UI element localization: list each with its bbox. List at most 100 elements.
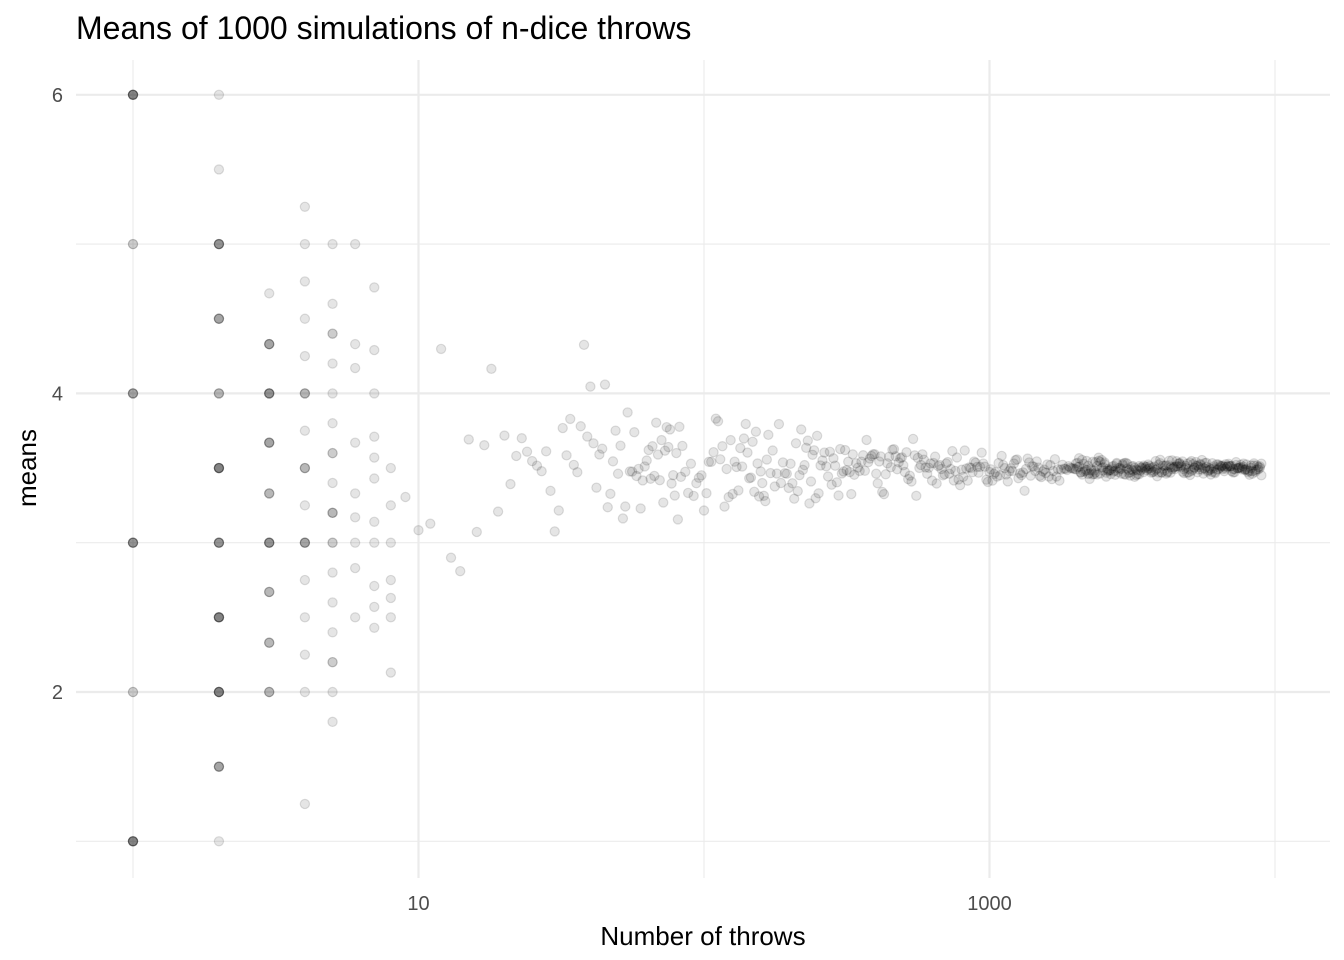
data-point [867, 449, 879, 460]
data-point [620, 501, 631, 512]
data-point [1171, 460, 1182, 472]
data-point [1217, 463, 1228, 475]
data-point [777, 457, 789, 468]
data-point [1057, 459, 1068, 470]
data-point [688, 490, 699, 502]
data-point [264, 437, 275, 448]
data-point [971, 461, 983, 473]
data-point [985, 464, 997, 475]
data-point [663, 441, 674, 453]
data-point [213, 388, 225, 399]
data-point [327, 656, 338, 668]
data-point [794, 469, 805, 481]
data-point [1242, 467, 1254, 478]
data-point [1113, 466, 1124, 478]
data-point [826, 479, 837, 490]
data-point [1045, 459, 1056, 471]
data-point [852, 462, 864, 473]
data-point [964, 462, 975, 473]
data-point [264, 637, 275, 648]
data-point [213, 238, 225, 250]
data-point [1096, 454, 1107, 466]
data-point [1017, 467, 1029, 478]
data-point [299, 462, 311, 474]
data-point [299, 537, 311, 548]
data-point [213, 462, 225, 474]
data-point [1162, 466, 1173, 477]
data-point [1220, 458, 1231, 470]
data-point [1232, 463, 1243, 474]
data-point [1242, 465, 1254, 476]
data-point [127, 89, 139, 101]
data-point [844, 466, 855, 478]
data-point [1123, 464, 1134, 476]
data-point [1217, 460, 1228, 471]
data-point [549, 526, 560, 537]
data-point [1198, 462, 1209, 474]
data-point [1177, 466, 1188, 477]
data-point [745, 472, 757, 483]
data-point [299, 649, 311, 660]
data-point [1105, 468, 1116, 480]
data-point [747, 436, 758, 447]
data-point [1148, 466, 1160, 477]
data-point [631, 470, 642, 482]
data-point [1166, 463, 1178, 475]
data-point [1123, 467, 1134, 479]
data-point [213, 313, 225, 324]
data-point [994, 470, 1006, 481]
data-point [1139, 463, 1151, 474]
data-point [213, 686, 225, 698]
data-point [951, 452, 963, 463]
data-point [1186, 455, 1197, 467]
data-point [445, 552, 457, 563]
chart-title: Means of 1000 simulations of n-dice thro… [76, 10, 691, 46]
data-point [1169, 463, 1181, 475]
data-point [1150, 464, 1161, 475]
data-point [961, 463, 972, 474]
data-point [849, 469, 860, 480]
data-point [1144, 460, 1155, 472]
data-point [1189, 462, 1200, 473]
data-point [760, 495, 771, 507]
data-point [1189, 462, 1200, 473]
data-point [1108, 460, 1119, 472]
data-point [213, 836, 225, 847]
data-point [982, 476, 994, 488]
data-point [327, 328, 338, 339]
data-point [988, 468, 1000, 480]
data-point [511, 450, 522, 462]
data-point [299, 388, 311, 399]
data-point [641, 455, 652, 466]
data-point [1227, 463, 1239, 475]
data-point [1064, 462, 1076, 473]
data-point [1163, 460, 1175, 471]
data-point [650, 417, 662, 428]
data-point [1223, 458, 1234, 469]
data-point [878, 488, 890, 500]
data-point [264, 637, 275, 648]
data-point [666, 478, 677, 489]
data-point [505, 478, 516, 490]
data-point [369, 537, 380, 548]
data-point [1153, 467, 1164, 478]
data-point [892, 464, 903, 475]
data-point [327, 328, 338, 339]
data-point [974, 461, 986, 473]
data-point [127, 686, 139, 698]
data-point [1187, 464, 1199, 475]
data-point [932, 460, 944, 472]
data-point [540, 446, 552, 457]
data-point [264, 537, 275, 548]
data-point [1070, 464, 1082, 475]
data-point [299, 537, 311, 548]
data-point [557, 422, 568, 434]
data-point [1010, 454, 1021, 466]
data-point [327, 507, 338, 519]
data-point [1088, 468, 1100, 480]
data-point [1186, 465, 1197, 477]
data-point [213, 388, 225, 399]
data-point [1097, 462, 1109, 473]
data-point [1002, 476, 1014, 487]
data-point [1172, 461, 1184, 472]
